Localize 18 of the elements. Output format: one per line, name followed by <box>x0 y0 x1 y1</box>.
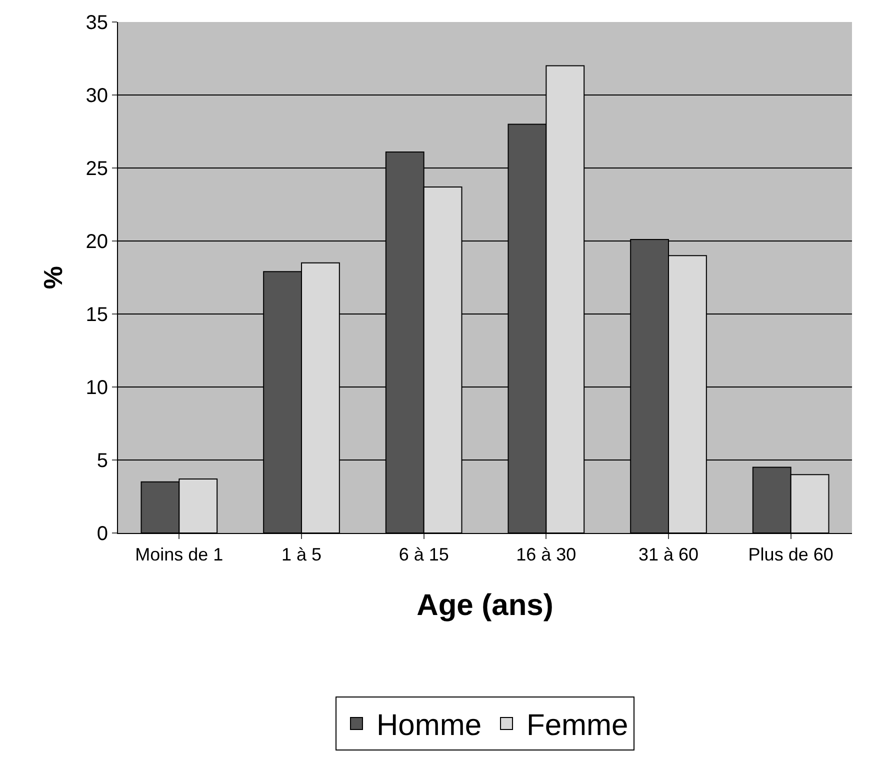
x-tick-label: 1 à 5 <box>281 544 322 565</box>
x-axis-title: Age (ans) <box>416 589 554 622</box>
y-tick-label: 20 <box>86 231 108 253</box>
x-tick-label: 31 à 60 <box>638 544 699 565</box>
y-tick-label: 25 <box>86 158 108 180</box>
legend-label: Femme <box>526 709 628 742</box>
y-tick-label: 35 <box>86 12 108 34</box>
y-tick-label: 15 <box>86 304 108 326</box>
y-tick-label: 30 <box>86 85 108 107</box>
y-tick-label: 5 <box>96 450 108 472</box>
x-tick-label: Moins de 1 <box>135 544 224 565</box>
x-tick-label: 16 à 30 <box>516 544 576 565</box>
y-tick-label: 10 <box>86 377 108 399</box>
x-tick-label: 6 à 15 <box>398 544 449 565</box>
y-tick-label: 0 <box>96 523 108 545</box>
y-axis-title: % <box>38 266 68 290</box>
legend-label: Homme <box>376 709 482 742</box>
x-tick-label: Plus de 60 <box>748 544 834 565</box>
